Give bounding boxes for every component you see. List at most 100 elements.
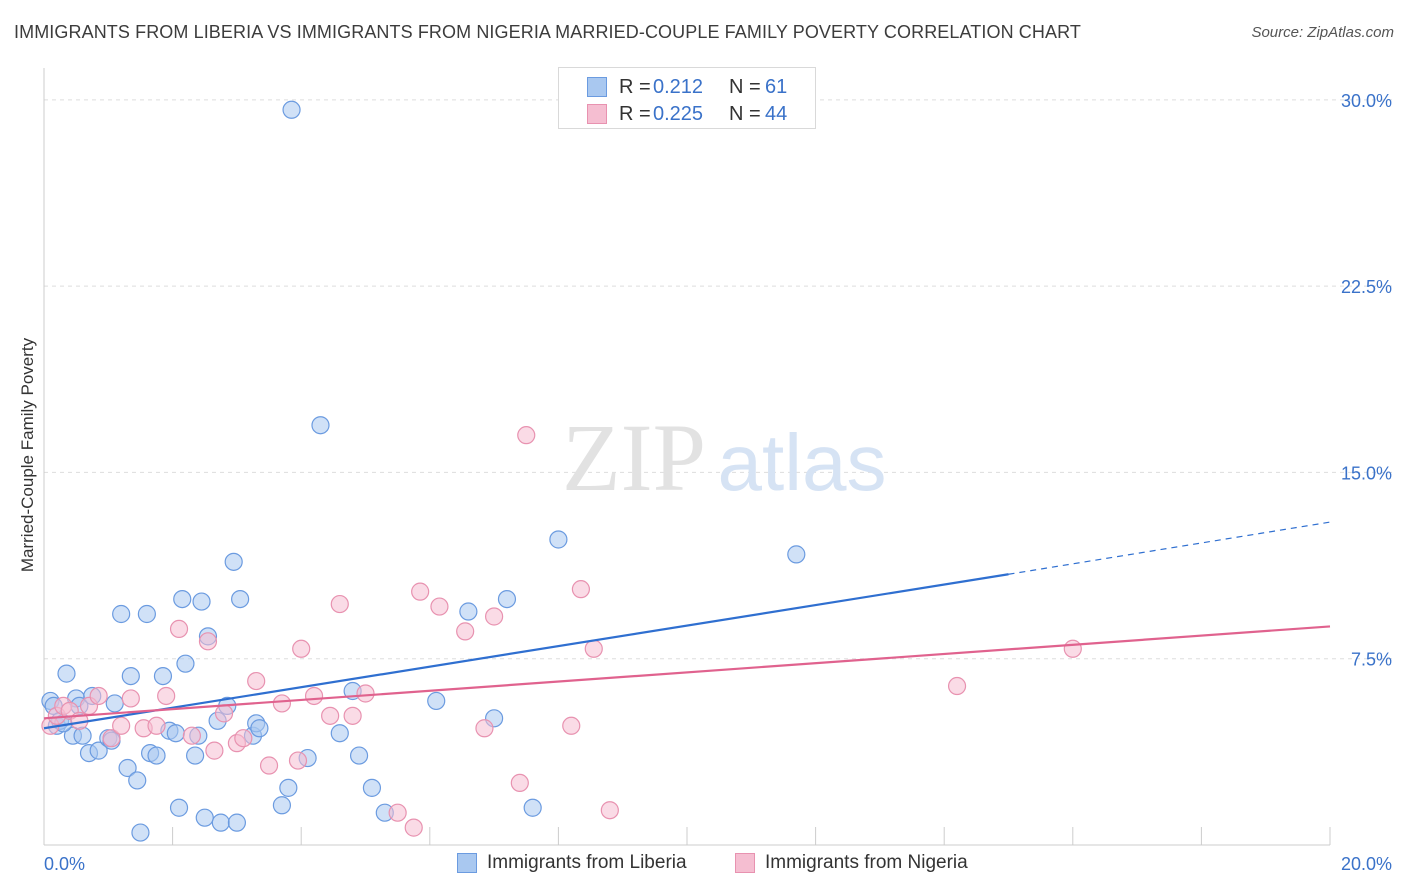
liberia-point <box>330 724 349 743</box>
bottom-legend-swatch-nigeria <box>735 853 755 873</box>
nigeria-point <box>89 686 108 706</box>
liberia-point <box>173 589 192 609</box>
bottom-legend-label-liberia: Immigrants from Liberia <box>487 852 687 873</box>
bottom-legend-swatch-liberia <box>457 853 477 873</box>
liberia-point <box>89 741 108 760</box>
liberia-point <box>272 796 292 815</box>
nigeria-point <box>247 671 266 691</box>
watermark-atlas: atlas <box>718 418 887 507</box>
x-tick-label: 20.0% <box>1341 854 1392 874</box>
nigeria-point <box>485 607 504 626</box>
nigeria-point <box>292 639 311 658</box>
nigeria-point <box>600 801 619 820</box>
liberia-point <box>137 604 156 624</box>
liberia-point <box>176 654 195 673</box>
nigeria-point <box>411 582 430 601</box>
y-tick-label: 30.0% <box>1341 91 1392 111</box>
liberia-point <box>282 100 301 119</box>
legend-swatch-liberia <box>587 77 607 97</box>
liberia-point <box>362 778 382 797</box>
nigeria-point <box>272 694 292 713</box>
nigeria-point <box>121 689 140 708</box>
liberia-point <box>224 552 243 571</box>
liberia-point <box>166 724 185 743</box>
nigeria-point <box>169 619 189 639</box>
nigeria-point <box>259 756 279 775</box>
liberia-point <box>105 694 124 713</box>
nigeria-point <box>404 818 423 837</box>
source-label: Source: ZipAtlas.com <box>1251 24 1394 41</box>
liberia-point <box>153 666 173 686</box>
legend-n-label: N = <box>729 103 761 125</box>
nigeria-point <box>330 594 349 614</box>
nigeria-point <box>571 580 591 599</box>
liberia-point <box>57 664 76 683</box>
nigeria-point <box>304 686 324 706</box>
liberia-point <box>250 719 269 738</box>
legend-r-value: 0.212 <box>653 76 704 98</box>
nigeria-point <box>343 706 362 725</box>
liberia-point <box>459 602 478 621</box>
nigeria-point <box>510 773 529 793</box>
nigeria-point <box>456 622 475 641</box>
liberia-trend-line <box>43 573 1009 730</box>
liberia-point <box>549 530 568 549</box>
liberia-point <box>147 746 166 765</box>
y-tick-label: 22.5% <box>1341 277 1392 297</box>
liberia-point <box>131 823 150 842</box>
liberia-point <box>497 589 517 609</box>
liberia-point <box>73 726 92 745</box>
y-tick-label: 7.5% <box>1351 650 1392 670</box>
liberia-point <box>169 798 189 817</box>
y-tick-label: 15.0% <box>1341 463 1392 483</box>
liberia-point <box>279 778 298 797</box>
liberia-point <box>227 813 246 832</box>
liberia-point <box>192 592 211 611</box>
liberia-point <box>121 666 140 686</box>
legend-n-value: 61 <box>765 76 788 98</box>
liberia-point <box>186 746 205 765</box>
nigeria-point <box>1063 639 1082 658</box>
nigeria-point <box>562 716 581 735</box>
nigeria-point <box>157 686 176 706</box>
nigeria-trend-line <box>43 625 1331 720</box>
nigeria-point <box>234 729 253 748</box>
liberia-point <box>787 545 806 564</box>
nigeria-point <box>947 676 967 696</box>
nigeria-point <box>182 726 201 745</box>
nigeria-point <box>388 803 407 822</box>
legend-n-value: 44 <box>765 103 788 125</box>
legend-r-label: R = <box>619 76 651 98</box>
liberia-point <box>118 758 137 778</box>
nigeria-point <box>214 704 234 723</box>
legend-r-value: 0.225 <box>653 103 704 125</box>
liberia-point <box>211 813 230 832</box>
watermark-zip: ZIP <box>562 404 706 511</box>
legend-r-label: R = <box>619 103 651 125</box>
nigeria-point <box>430 597 449 616</box>
liberia-point <box>349 746 369 765</box>
liberia-trend-extension <box>1008 521 1331 575</box>
nigeria-point <box>102 729 121 748</box>
legend-swatch-nigeria <box>587 104 607 124</box>
nigeria-point <box>475 719 494 738</box>
nigeria-point <box>147 716 166 735</box>
liberia-point <box>128 771 147 790</box>
liberia-point <box>195 808 214 827</box>
chart-title: IMMIGRANTS FROM LIBERIA VS IMMIGRANTS FR… <box>14 22 1081 42</box>
liberia-point <box>311 416 330 435</box>
nigeria-point <box>198 632 218 651</box>
liberia-point <box>523 798 542 817</box>
nigeria-point <box>288 751 308 770</box>
correlation-legend: R = 0.212 N = 61 R = 0.225 N = 44 <box>558 67 816 129</box>
liberia-point <box>427 691 446 711</box>
nigeria-point <box>321 706 340 725</box>
liberia-point <box>231 589 250 609</box>
legend-n-label: N = <box>729 76 761 98</box>
liberia-point <box>112 604 131 624</box>
nigeria-point <box>205 741 224 760</box>
x-tick-label: 0.0% <box>44 854 85 874</box>
nigeria-point <box>112 716 131 735</box>
bottom-legend-label-nigeria: Immigrants from Nigeria <box>765 852 968 873</box>
